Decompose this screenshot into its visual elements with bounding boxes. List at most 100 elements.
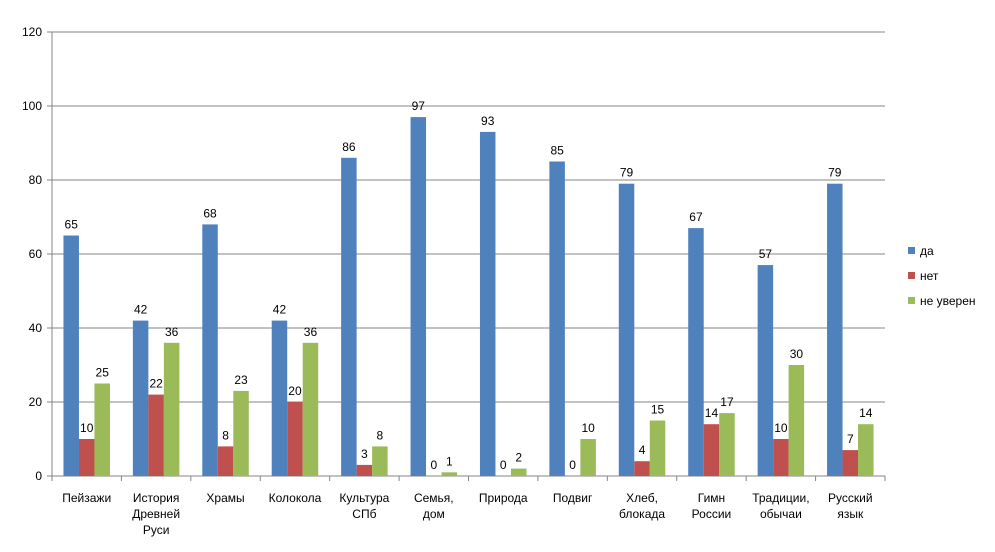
bars [63,117,874,477]
legend-swatch [908,297,915,304]
y-axis: 0 20 40 60 80 100 120 [22,25,53,483]
bar [148,394,164,476]
x-tick-label: История Древней Руси [132,491,180,537]
data-label: 25 [96,366,110,380]
data-label: 97 [412,99,426,113]
bar [271,320,288,476]
data-label: 2 [515,451,522,465]
bar [634,461,650,476]
bar [302,342,319,476]
bar [356,464,373,476]
data-label: 23 [234,373,248,387]
x-tick-label: Хлеб, блокада [619,491,665,521]
data-label: 57 [759,247,773,261]
legend-label: да [920,244,934,258]
bar [688,228,704,476]
bar [842,450,859,476]
x-axis: Пейзажи История Древней Руси Храмы Колокола Ку… [51,475,886,537]
bar [217,446,234,476]
bar [618,183,635,476]
data-label: 79 [620,166,634,180]
data-label: 86 [342,140,356,154]
bar [788,365,805,476]
bar [63,235,79,476]
bar [703,424,720,476]
x-tick-label: Русский язык [828,491,873,521]
bar [649,420,666,476]
data-label: 68 [203,206,217,220]
data-label: 1 [446,454,453,468]
data-label: 8 [222,428,229,442]
x-tick-label: Культура СПб [339,491,389,521]
data-label: 14 [859,406,873,420]
legend-label: нет [920,269,939,283]
gridlines [52,31,885,403]
bar [580,439,596,476]
x-tick-label: Семья, дом [414,491,454,521]
data-label: 10 [581,421,595,435]
data-label: 0 [500,458,507,472]
data-label: 79 [828,166,842,180]
bar [94,383,110,476]
data-label: 8 [377,428,384,442]
bar [719,413,735,476]
data-label: 30 [790,347,804,361]
bar [441,472,458,476]
x-tick-label: Подвиг [553,491,593,505]
x-tick-label: Традиции, обычаи [752,491,809,521]
data-label: 65 [65,218,79,232]
y-tick-label: 40 [29,321,43,335]
legend: да нет не уверен [908,244,976,308]
data-label: 42 [273,303,287,317]
bar [341,157,357,477]
bar [132,320,149,476]
y-tick-label: 20 [29,395,43,409]
y-tick-label: 120 [22,25,42,39]
bar [78,439,95,476]
bar [372,446,388,476]
data-label: 3 [361,447,368,461]
data-label: 7 [847,432,854,446]
bar [163,342,180,476]
y-tick-label: 80 [29,173,43,187]
bar [827,183,843,476]
data-label: 10 [774,421,788,435]
data-label: 10 [80,421,94,435]
data-label: 4 [639,443,646,457]
bar [773,439,789,476]
data-label: 15 [651,403,665,417]
data-label: 36 [304,325,318,339]
x-tick-label: Колокола [269,491,322,505]
bar [479,131,496,476]
bar [202,224,218,476]
data-label: 0 [569,458,576,472]
x-tick-label: Гимн России [692,491,732,521]
y-tick-label: 100 [22,99,42,113]
x-tick-label: Храмы [206,491,244,505]
data-label: 42 [134,303,148,317]
data-label: 14 [705,406,719,420]
bar [510,468,527,476]
data-label: 36 [165,325,179,339]
bar [410,117,427,476]
bar [233,390,249,476]
data-label: 20 [288,384,302,398]
data-label: 93 [481,114,495,128]
legend-swatch [908,247,915,254]
legend-label: не уверен [920,294,976,308]
bar [757,265,774,476]
bar [858,424,874,476]
data-label: 22 [149,377,163,391]
bar [287,402,303,476]
y-tick-label: 0 [35,469,42,483]
x-tick-label: Природа [479,491,528,505]
data-label: 67 [689,210,703,224]
data-label: 85 [550,144,564,158]
y-tick-label: 60 [29,247,43,261]
data-label: 0 [430,458,437,472]
legend-swatch [908,272,915,279]
x-tick-label: Пейзажи [62,491,111,505]
data-label: 17 [720,395,734,409]
